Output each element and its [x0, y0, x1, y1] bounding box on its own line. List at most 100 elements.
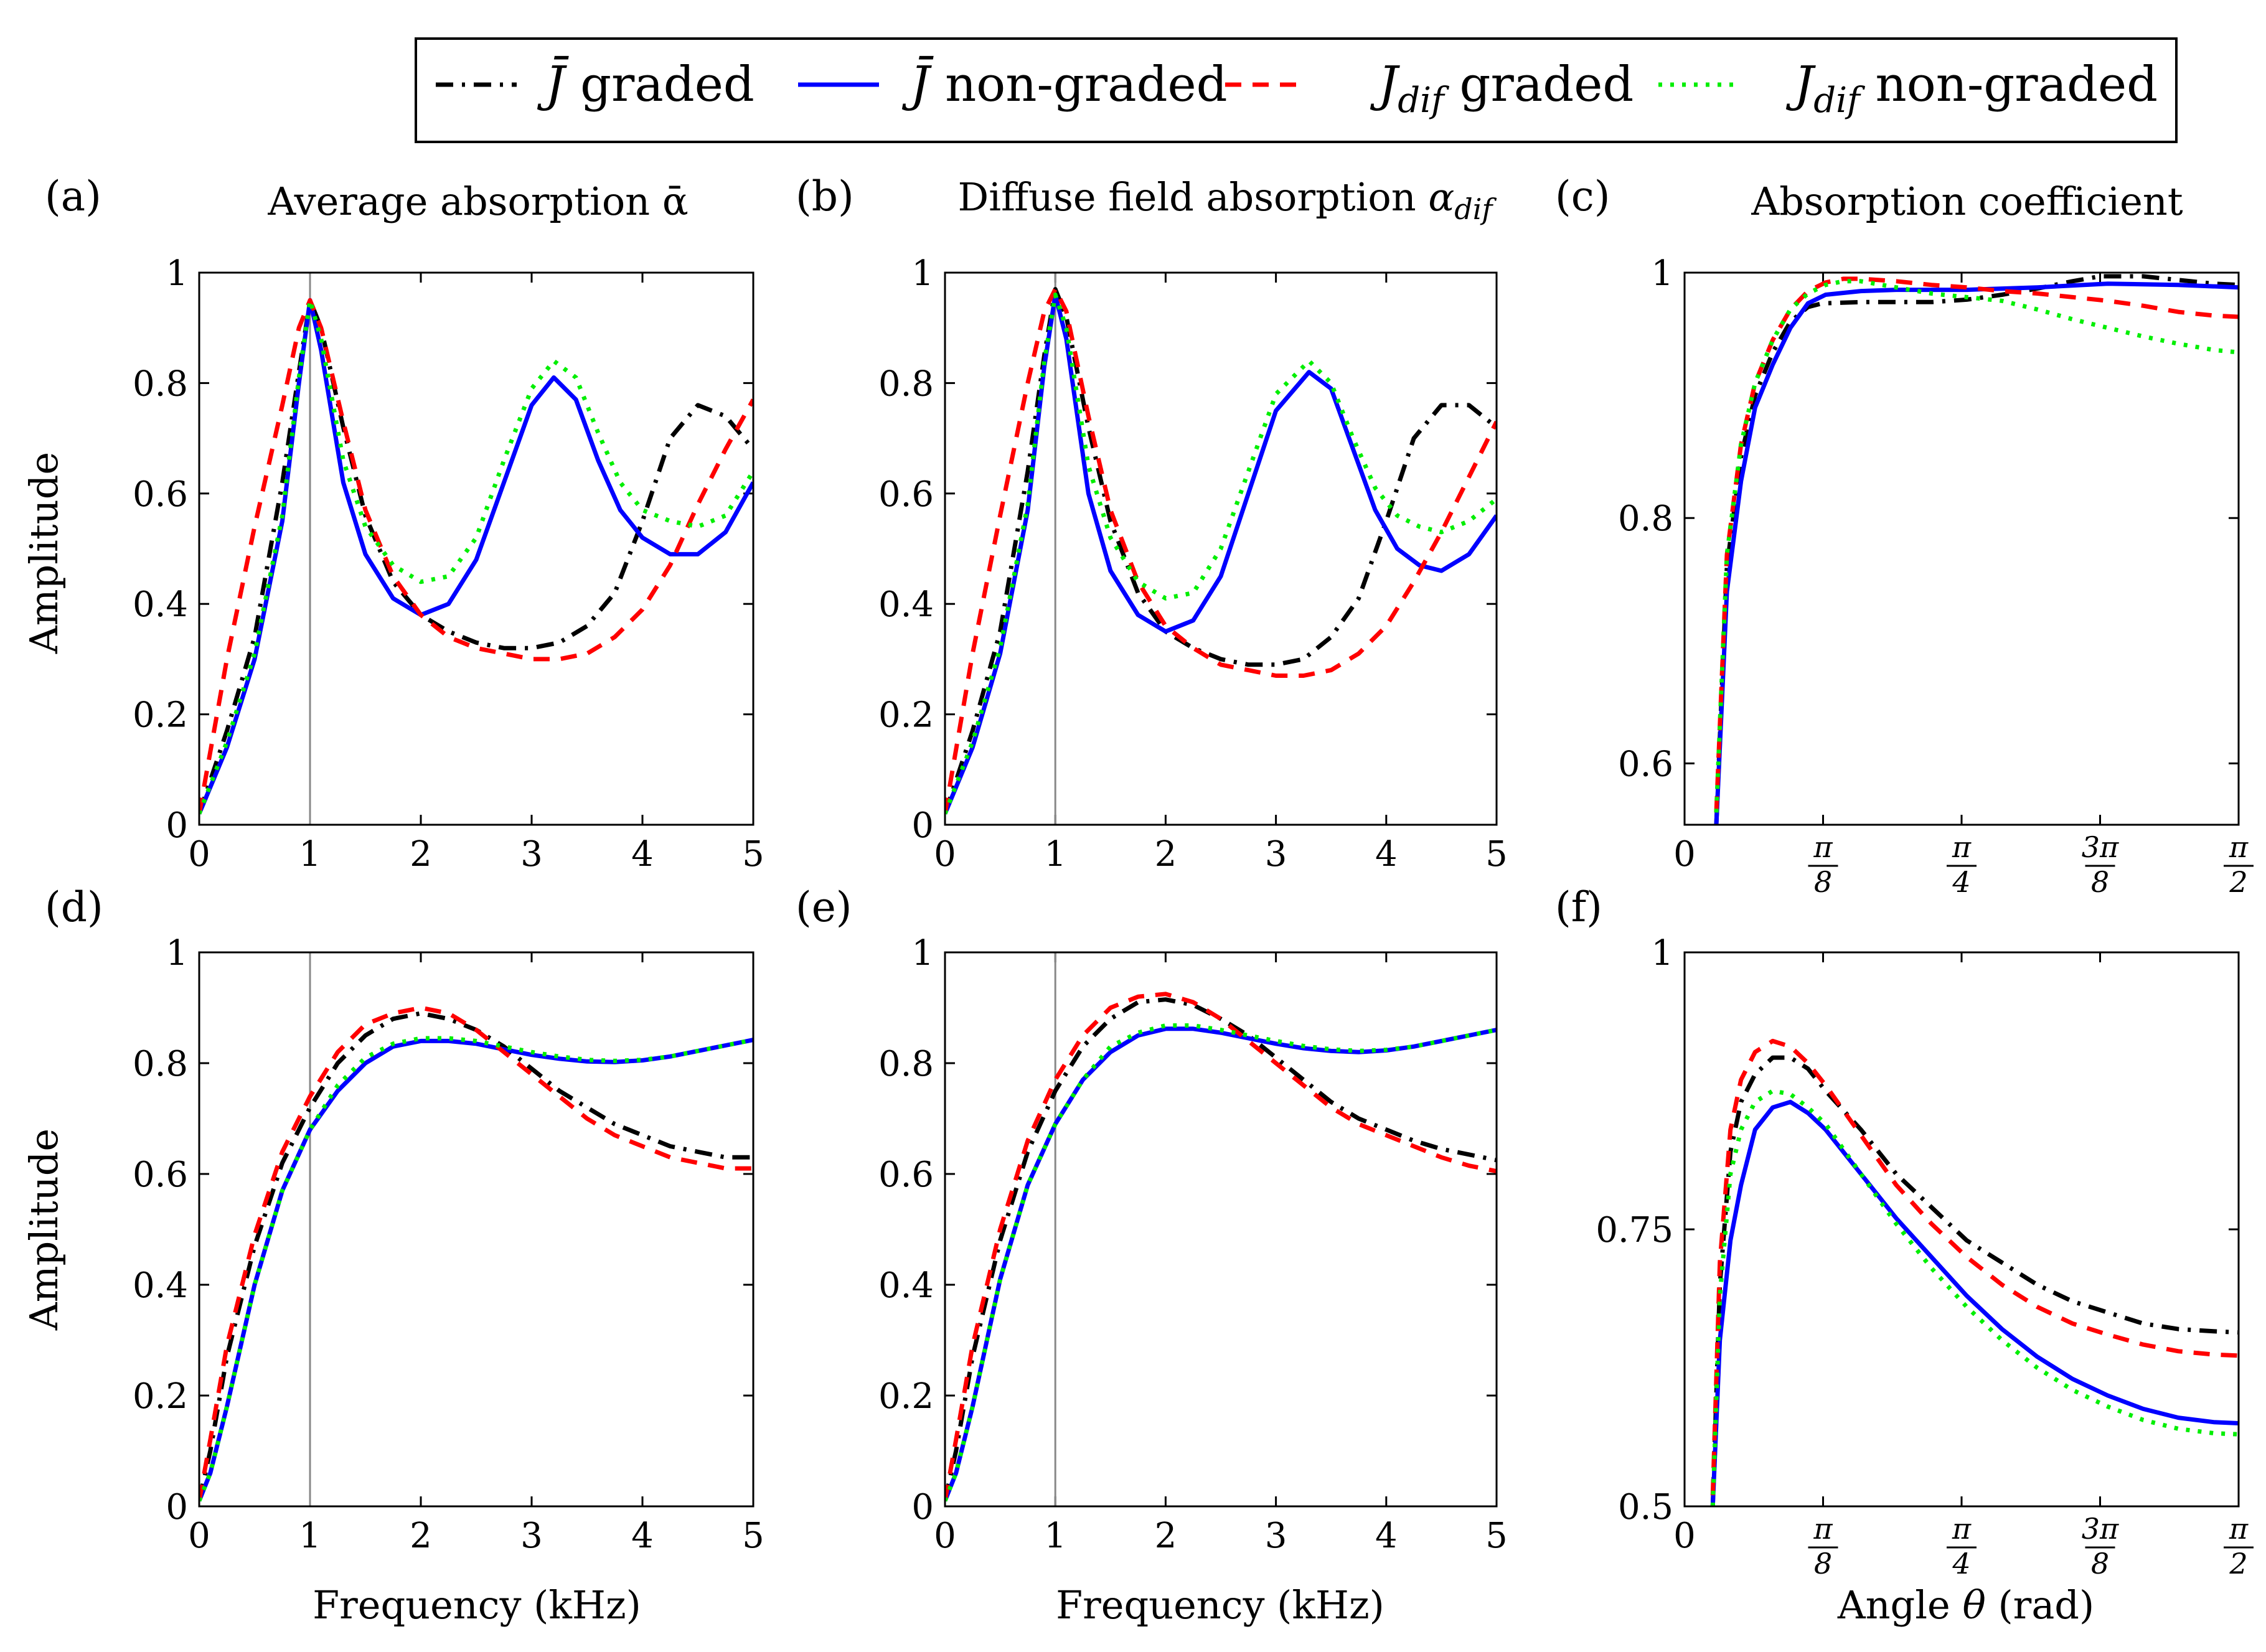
- xtick-label-a-2: 2: [410, 834, 432, 875]
- panels: 0 0.2 0.4 0.6 0.8 1 0 1 2 3 4 5 0 0.2 0.4 0.6 0.8 1 0 1 2 3 4 5…: [133, 253, 2254, 1580]
- xtick-label-b-0: 0: [934, 834, 956, 875]
- ytick-label-a-0: 0: [166, 805, 188, 846]
- xtick-num-c-2: π: [1952, 830, 1972, 864]
- series-e-2: [945, 992, 1497, 1501]
- xtick-num-c-4: π: [2229, 830, 2249, 864]
- series-c-0: [1714, 274, 2239, 825]
- ytick-label-b-1: 0.2: [878, 695, 934, 736]
- panel-d: 0 0.2 0.4 0.6 0.8 1 0 1 2 3 4 5: [133, 933, 764, 1556]
- ytick-label-d-2: 0.4: [133, 1265, 188, 1306]
- xtick-label-d-0: 0: [188, 1516, 210, 1556]
- panel-title-c: Absorption coefficient: [1751, 179, 2183, 224]
- xtick-num-c-1: π: [1813, 830, 1833, 864]
- legend-text-1: non-graded: [929, 57, 1227, 113]
- panel-letter-d: (d): [45, 883, 103, 931]
- panel-letter-c: (c): [1555, 172, 1610, 220]
- ytick-label-b-5: 1: [911, 253, 934, 294]
- ytick-label-e-3: 0.6: [878, 1155, 934, 1195]
- axes-frame-d: [198, 951, 755, 1508]
- series-f-0: [1710, 1055, 2239, 1506]
- axes-frame-b: [944, 271, 1498, 826]
- ytick-label-e-4: 0.8: [878, 1044, 934, 1084]
- ytick-label-e-0: 0: [911, 1487, 934, 1528]
- ytick-label-f-1: 0.75: [1596, 1210, 1673, 1251]
- xtick-num-f-2: π: [1952, 1512, 1972, 1546]
- series-c-1: [1714, 281, 2239, 825]
- series-d-1: [199, 1038, 753, 1502]
- xtick-den-c-2: 4: [1952, 865, 1970, 899]
- axes-frame-a: [198, 271, 755, 826]
- panel-a: 0 0.2 0.4 0.6 0.8 1 0 1 2 3 4 5: [133, 253, 764, 875]
- ytick-label-b-2: 0.4: [878, 584, 934, 625]
- series-a-1: [199, 298, 753, 815]
- ytick-label-c-2: 1: [1651, 253, 1673, 294]
- xtick-label-d-5: 5: [742, 1516, 764, 1556]
- xtick-num-c-3: 3π: [2082, 830, 2119, 864]
- xtick-label-e-1: 1: [1044, 1516, 1066, 1556]
- ytick-label-a-3: 0.6: [133, 474, 188, 515]
- ytick-label-d-0: 0: [166, 1487, 188, 1528]
- xtick-label-b-3: 3: [1265, 834, 1287, 875]
- series-b-1: [945, 293, 1497, 815]
- ytick-label-b-0: 0: [911, 805, 934, 846]
- ytick-label-a-5: 1: [166, 253, 188, 294]
- axes-frame-f: [1683, 951, 2240, 1508]
- xtick-den-f-3: 8: [2091, 1547, 2109, 1580]
- ylabel-top: Amplitude: [21, 452, 67, 654]
- ylabel-bottom: Amplitude: [21, 1129, 67, 1331]
- ytick-label-d-4: 0.8: [133, 1044, 188, 1084]
- series-f-1: [1710, 1099, 2239, 1506]
- xtick-den-c-4: 2: [2229, 865, 2247, 899]
- xtick-label-e-2: 2: [1155, 1516, 1177, 1556]
- xtick-label-e-3: 3: [1265, 1516, 1287, 1556]
- series-d-3: [199, 1036, 753, 1502]
- xtick-label-e-5: 5: [1485, 1516, 1508, 1556]
- xtick-den-c-1: 8: [1814, 865, 1832, 899]
- series-a-0: [199, 298, 753, 815]
- xtick-label-b-4: 4: [1375, 834, 1398, 875]
- series-e-0: [945, 997, 1497, 1501]
- xtick-num-f-3: 3π: [2082, 1512, 2119, 1546]
- panel-title-b-sub: dif: [1454, 192, 1497, 226]
- panel-title-b-symbol: α: [1428, 174, 1454, 220]
- legend-text-0: graded: [565, 57, 755, 113]
- legend-sub-2: dif: [1398, 80, 1450, 121]
- xtick-label-d-4: 4: [631, 1516, 654, 1556]
- ytick-label-e-1: 0.2: [878, 1376, 934, 1417]
- legend-text-2: graded: [1444, 57, 1634, 113]
- xtick-label-e-0: 0: [934, 1516, 956, 1556]
- xtick-label-f-0: 0: [1673, 1516, 1696, 1556]
- xtick-label-d-2: 2: [410, 1516, 432, 1556]
- xlabel-f-post: (rad): [1986, 1582, 2094, 1628]
- xtick-num-f-4: π: [2229, 1512, 2249, 1546]
- series-b-3: [945, 293, 1497, 815]
- axes-frame-e: [944, 951, 1498, 1508]
- xtick-label-b-5: 5: [1485, 834, 1508, 875]
- xlabel-f-sym: θ: [1962, 1582, 1985, 1628]
- xtick-label-d-3: 3: [520, 1516, 543, 1556]
- series-d-2: [199, 1005, 753, 1501]
- ytick-label-c-0: 0.6: [1618, 744, 1673, 784]
- axes-frame-c: [1683, 271, 2240, 826]
- xtick-den-c-3: 8: [2091, 865, 2109, 899]
- series-f-2: [1710, 1038, 2239, 1496]
- ytick-label-f-2: 1: [1651, 933, 1673, 974]
- ytick-label-f-0: 0.5: [1618, 1487, 1673, 1528]
- legend: J̄ graded J̄ non-graded Jdif graded Jdif no…: [415, 37, 2178, 143]
- legend-text-3: non-graded: [1860, 57, 2158, 113]
- ytick-label-d-1: 0.2: [133, 1376, 188, 1417]
- xlabel-e: Frequency (kHz): [1056, 1582, 1385, 1628]
- xtick-den-f-1: 8: [1814, 1547, 1832, 1580]
- xtick-label-a-5: 5: [742, 834, 764, 875]
- panel-letter-b: (b): [796, 172, 854, 220]
- ytick-label-e-5: 1: [911, 933, 934, 974]
- series-c-3: [1714, 279, 2239, 813]
- ytick-label-e-2: 0.4: [878, 1265, 934, 1306]
- legend-label-0: J̄ graded: [537, 55, 755, 113]
- xtick-num-f-1: π: [1813, 1512, 1833, 1546]
- legend-box: [415, 37, 2178, 143]
- xtick-label-a-1: 1: [299, 834, 321, 875]
- xtick-label-a-3: 3: [520, 834, 543, 875]
